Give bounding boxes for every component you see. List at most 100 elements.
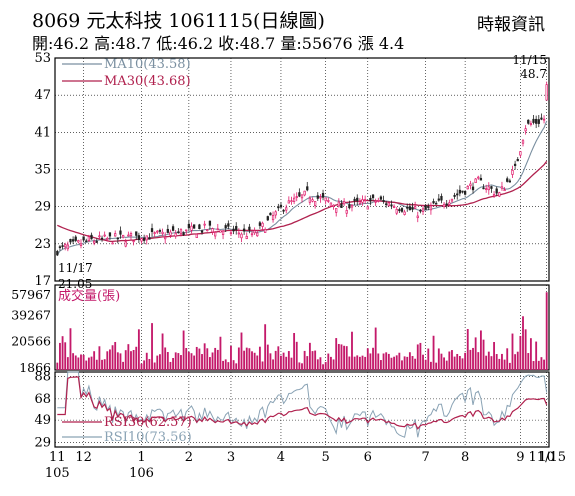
x-tick-label: 11 [49, 450, 66, 465]
candle-body [392, 205, 396, 208]
volume-bar [477, 352, 480, 370]
x-tick-label: 4 [277, 450, 285, 465]
volume-bar [195, 346, 198, 370]
candle-body [211, 228, 214, 233]
candle-body [82, 236, 85, 241]
volume-bar [159, 354, 161, 370]
candle-body [542, 118, 546, 121]
volume-bar [109, 349, 111, 370]
volume-bar [451, 350, 453, 370]
candle-body [171, 226, 175, 231]
volume-bar [458, 356, 461, 370]
x-tick-year-label: 105 [45, 466, 70, 481]
volume-bar [351, 331, 353, 370]
volume-bar [540, 357, 543, 370]
candle-body [229, 232, 233, 235]
volume-bar [185, 347, 188, 370]
candle-body [424, 205, 427, 210]
candle-body [240, 233, 243, 239]
volume-bar [303, 350, 306, 370]
volume-bar [422, 354, 424, 370]
candle-body [266, 216, 269, 221]
volume-bar [411, 356, 414, 370]
candle-body [61, 245, 64, 247]
volume-bar [61, 336, 64, 370]
volume-bar [445, 360, 448, 370]
candle-body [324, 197, 327, 202]
candle-body [469, 183, 472, 186]
volume-bar [164, 347, 167, 370]
candle-body [474, 178, 477, 183]
x-tick-label: 9 [516, 450, 524, 465]
x-tick-label: 7 [422, 450, 430, 465]
volume-bar [64, 342, 67, 370]
volume-bar [348, 356, 351, 370]
volume-bar [235, 363, 238, 370]
rsi-ytick-label: 88 [34, 369, 51, 384]
volume-bar [487, 351, 490, 370]
volume-bar [319, 357, 322, 370]
candle-body [148, 237, 151, 240]
volume-bar [461, 358, 464, 370]
candle-body [329, 202, 333, 207]
volume-bar [74, 355, 77, 370]
volume-ytick-label: 20566 [11, 334, 51, 349]
volume-bar [182, 330, 185, 370]
candle-body [358, 201, 362, 204]
volume-bar [161, 333, 164, 370]
candle-body [513, 163, 517, 166]
volume-bar [253, 352, 256, 370]
candle-body [395, 208, 398, 214]
x-tick-label: 1 [137, 450, 145, 465]
volume-bar [377, 353, 380, 370]
volume-bar [101, 359, 103, 370]
candle-body [232, 228, 235, 232]
volume-bar [222, 360, 224, 370]
volume-bar [119, 353, 122, 370]
candle-body [108, 232, 112, 237]
candle-body [361, 199, 364, 203]
candle-body [408, 206, 412, 211]
candle-body [416, 215, 419, 219]
candle-body [127, 234, 130, 237]
volume-bar [243, 350, 246, 370]
candle-body [450, 198, 454, 202]
candle-body [140, 238, 143, 242]
volume-bar [174, 352, 177, 370]
volume-bar [440, 353, 443, 370]
candle-body [274, 211, 277, 216]
volume-bar [393, 356, 396, 370]
candle-body [132, 240, 135, 243]
candle-body [442, 203, 446, 207]
high-date-label: 11/15 [512, 53, 547, 67]
volume-bar [116, 352, 119, 370]
candle-body [364, 199, 367, 201]
candle-body [300, 194, 304, 199]
volume-bar [482, 339, 485, 370]
candle-body [216, 228, 219, 231]
candle-body [411, 206, 414, 210]
candle-body [156, 230, 159, 233]
volume-bar [340, 344, 343, 370]
candle-body [400, 208, 404, 212]
x-tick-label: 5 [322, 450, 330, 465]
candle-body [106, 237, 109, 240]
candle-body [150, 228, 154, 232]
volume-bar [511, 333, 514, 370]
candle-body [371, 194, 375, 199]
volume-bar [153, 362, 156, 370]
volume-bar [287, 351, 290, 370]
volume-bar [140, 363, 143, 370]
volume-bar [298, 362, 301, 370]
candle-body [103, 234, 106, 237]
volume-ytick-label: 1866 [19, 360, 51, 375]
volume-bar [256, 355, 259, 370]
candle-body [506, 178, 509, 182]
candle-body [264, 228, 267, 233]
candle-body [292, 197, 296, 202]
candle-body [124, 241, 127, 247]
volume-bar [285, 356, 288, 370]
volume-bar [59, 342, 61, 370]
volume-bar [148, 358, 151, 370]
candle-body [353, 198, 356, 202]
